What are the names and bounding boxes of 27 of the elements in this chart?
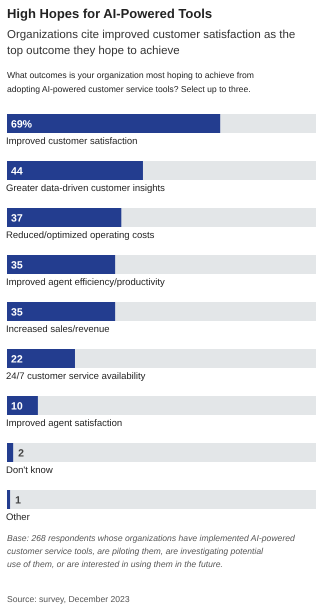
text: What outcomes is your organization most hoping to achieve from adopting AI-powered customer service tools? Select up to three. — [7, 70, 254, 94]
bar — [7, 396, 38, 415]
data-label: 1 — [15, 494, 22, 506]
bar — [7, 349, 75, 368]
annotation: Base: 268 respondents whose organizations have implemented AI-powered customer service tools, are piloting them, are investigating potential use of them, or are interested in using them in the future. — [7, 533, 295, 569]
data-label: 35 — [11, 306, 23, 318]
data-label: 35 — [11, 260, 23, 272]
data-label: 10 — [11, 400, 23, 412]
data-label: 69% — [11, 118, 33, 130]
y-tick-label: 24/7 customer service availability — [6, 371, 146, 382]
y-tick-label: Increased sales/revenue — [6, 324, 110, 335]
data-label: 22 — [11, 354, 23, 366]
source-note: Source: survey, December 2023 — [7, 594, 130, 604]
chart-subtitle: Organizations cite improved customer satisfaction as the top outcome they hope to achieve — [7, 29, 296, 57]
y-tick-label: Greater data-driven customer insights — [6, 183, 166, 194]
bar — [7, 490, 10, 509]
y-tick-label: Other — [6, 512, 30, 523]
y-tick-label: Improved agent efficiency/productivity — [6, 277, 166, 288]
y-tick-label: Improved agent satisfaction — [6, 418, 122, 429]
y-tick-label: Don't know — [6, 465, 53, 476]
data-label: 2 — [18, 448, 24, 460]
chart-title: High Hopes for AI-Powered Tools — [7, 6, 212, 21]
data-label: 37 — [11, 212, 23, 224]
y-tick-label: Reduced/optimized operating costs — [6, 230, 155, 241]
y-tick-label: Improved customer satisfaction — [6, 136, 138, 147]
data-label: 44 — [11, 166, 23, 178]
bar — [7, 443, 14, 462]
